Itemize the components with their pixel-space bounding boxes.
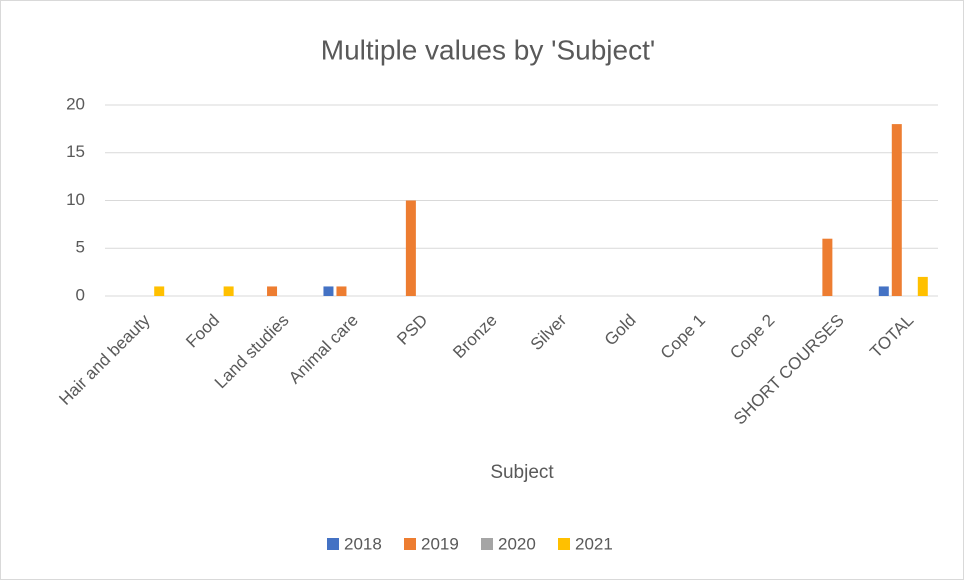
y-tick-label: 5 xyxy=(76,238,85,257)
bar xyxy=(336,286,347,296)
bar xyxy=(878,286,889,296)
legend-label: 2018 xyxy=(344,534,382,553)
legend-swatch xyxy=(481,538,493,550)
bar xyxy=(323,286,334,296)
legend-swatch xyxy=(404,538,416,550)
bar xyxy=(267,286,278,296)
y-tick-label: 15 xyxy=(66,142,85,161)
y-tick-label: 20 xyxy=(66,94,85,113)
legend-label: 2021 xyxy=(575,534,613,553)
chart-title: Multiple values by 'Subject' xyxy=(321,34,655,65)
y-tick-label: 0 xyxy=(76,285,85,304)
bar xyxy=(223,286,234,296)
y-tick-label: 10 xyxy=(66,190,85,209)
bar xyxy=(154,286,165,296)
bar xyxy=(405,200,416,296)
legend-label: 2019 xyxy=(421,534,459,553)
legend-swatch xyxy=(327,538,339,550)
bar xyxy=(822,238,833,296)
x-axis-label: Subject xyxy=(490,462,554,483)
legend-label: 2020 xyxy=(498,534,536,553)
bar xyxy=(891,124,902,296)
bar xyxy=(917,276,928,296)
legend-swatch xyxy=(558,538,570,550)
